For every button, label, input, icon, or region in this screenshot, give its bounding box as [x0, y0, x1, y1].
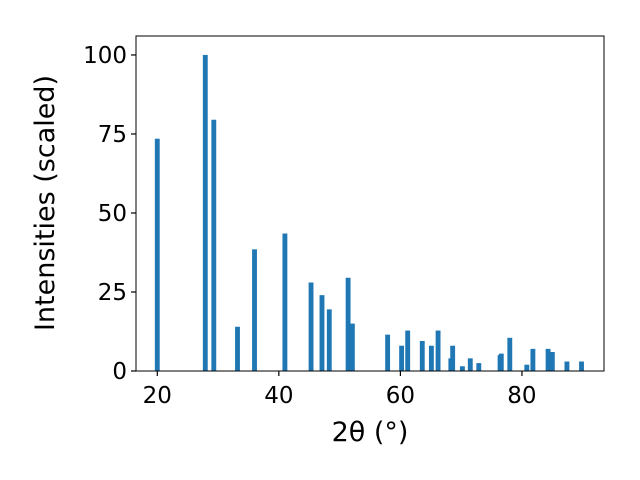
plot-frame [135, 35, 605, 372]
x-axis-ticks: 20 40 60 80 [143, 371, 537, 409]
y-tick-label: 0 [112, 359, 127, 385]
bar [399, 345, 405, 371]
bar [349, 323, 355, 371]
bar [235, 326, 240, 371]
bar [345, 277, 351, 371]
bar [202, 54, 208, 371]
bar [385, 334, 391, 371]
bar [319, 295, 325, 371]
bar [530, 348, 536, 371]
bar [252, 249, 257, 371]
y-tick-label: 50 [98, 201, 127, 227]
bar [308, 282, 314, 371]
bar [467, 358, 473, 371]
bar [326, 309, 332, 371]
bar [428, 345, 434, 371]
x-axis-label: 2θ (°) [332, 417, 409, 448]
bar [545, 348, 551, 371]
x-tick-label: 20 [143, 383, 172, 409]
bars-group [154, 54, 584, 371]
y-tick-label: 100 [83, 43, 127, 69]
y-tick-label: 25 [98, 280, 127, 306]
bar [211, 119, 217, 371]
x-tick-label: 80 [507, 383, 536, 409]
bar [524, 364, 530, 371]
bar [435, 330, 441, 371]
bar [405, 330, 411, 371]
bar [450, 345, 456, 371]
bar [154, 138, 160, 371]
y-tick-label: 75 [98, 122, 127, 148]
bar [564, 361, 570, 371]
y-axis-label: Intensities (scaled) [30, 75, 61, 331]
y-axis-ticks: 0 25 50 75 100 [83, 43, 136, 385]
x-tick-label: 60 [386, 383, 415, 409]
bar [498, 353, 504, 371]
bar [579, 361, 584, 371]
bar [419, 340, 425, 371]
bar [549, 352, 555, 371]
bar [459, 366, 465, 371]
bar [476, 363, 482, 371]
bar [507, 337, 513, 371]
bar [282, 233, 288, 371]
x-tick-label: 40 [264, 383, 293, 409]
